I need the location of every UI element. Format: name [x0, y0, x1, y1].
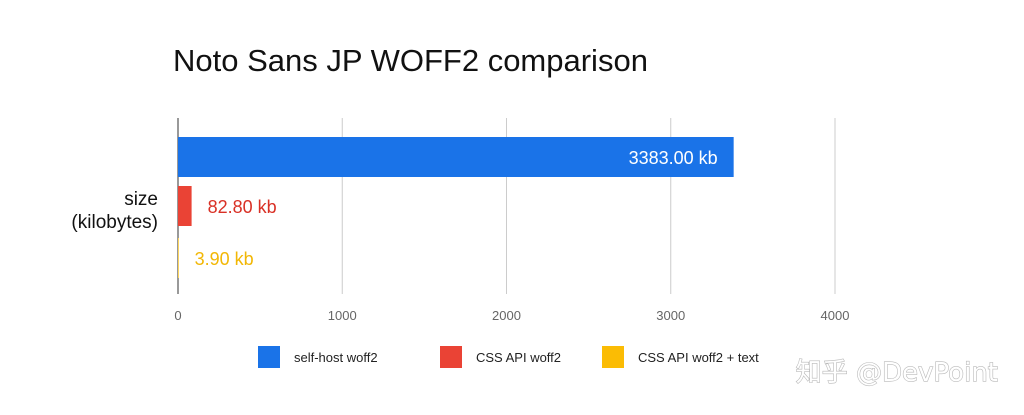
bar [178, 238, 179, 278]
data-labels: 3383.00 kb 82.80 kb 3.90 kb [195, 148, 718, 269]
x-tick-label: 3000 [656, 308, 685, 323]
y-axis-label-line-1: size [124, 189, 158, 210]
legend-swatch [602, 346, 624, 368]
watermark: 知乎 @DevPoint [796, 358, 998, 388]
bar-data-label: 3.90 kb [195, 249, 254, 269]
legend-label: CSS API woff2 [476, 350, 561, 365]
x-tick-label: 0 [174, 308, 181, 323]
chart-title: Noto Sans JP WOFF2 comparison [173, 43, 648, 78]
x-axis-ticks: 0 1000 2000 3000 4000 [174, 308, 849, 323]
bars [178, 137, 734, 278]
legend-label: self-host woff2 [294, 350, 378, 365]
bar-data-label: 3383.00 kb [629, 148, 718, 168]
legend: self-host woff2 CSS API woff2 CSS API woff… [258, 346, 759, 368]
legend-label: CSS API woff2 + text [638, 350, 759, 365]
y-axis-label-line-2: (kilobytes) [71, 212, 158, 233]
bar [178, 137, 734, 177]
bar-data-label: 82.80 kb [208, 197, 277, 217]
legend-swatch [258, 346, 280, 368]
x-tick-label: 4000 [821, 308, 850, 323]
x-tick-label: 2000 [492, 308, 521, 323]
bar [178, 186, 192, 226]
x-tick-label: 1000 [328, 308, 357, 323]
legend-swatch [440, 346, 462, 368]
